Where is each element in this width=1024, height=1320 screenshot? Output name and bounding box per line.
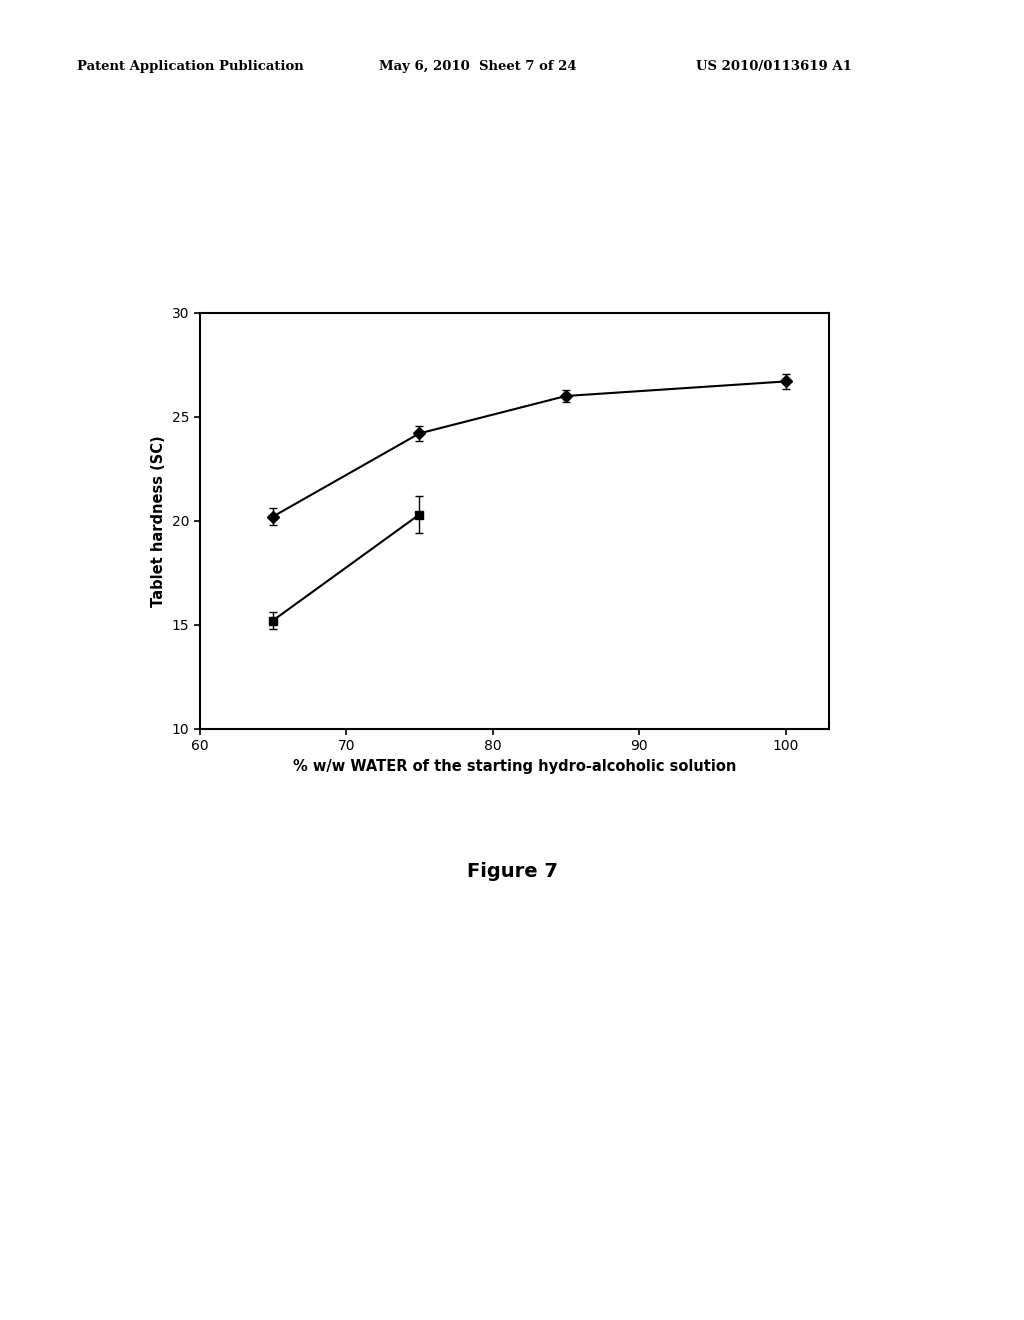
- Text: May 6, 2010  Sheet 7 of 24: May 6, 2010 Sheet 7 of 24: [379, 59, 577, 73]
- Text: US 2010/0113619 A1: US 2010/0113619 A1: [696, 59, 852, 73]
- Text: Figure 7: Figure 7: [467, 862, 557, 880]
- Text: Patent Application Publication: Patent Application Publication: [77, 59, 303, 73]
- X-axis label: % w/w WATER of the starting hydro-alcoholic solution: % w/w WATER of the starting hydro-alcoho…: [293, 759, 736, 774]
- Y-axis label: Tablet hardness (SC): Tablet hardness (SC): [152, 434, 166, 607]
